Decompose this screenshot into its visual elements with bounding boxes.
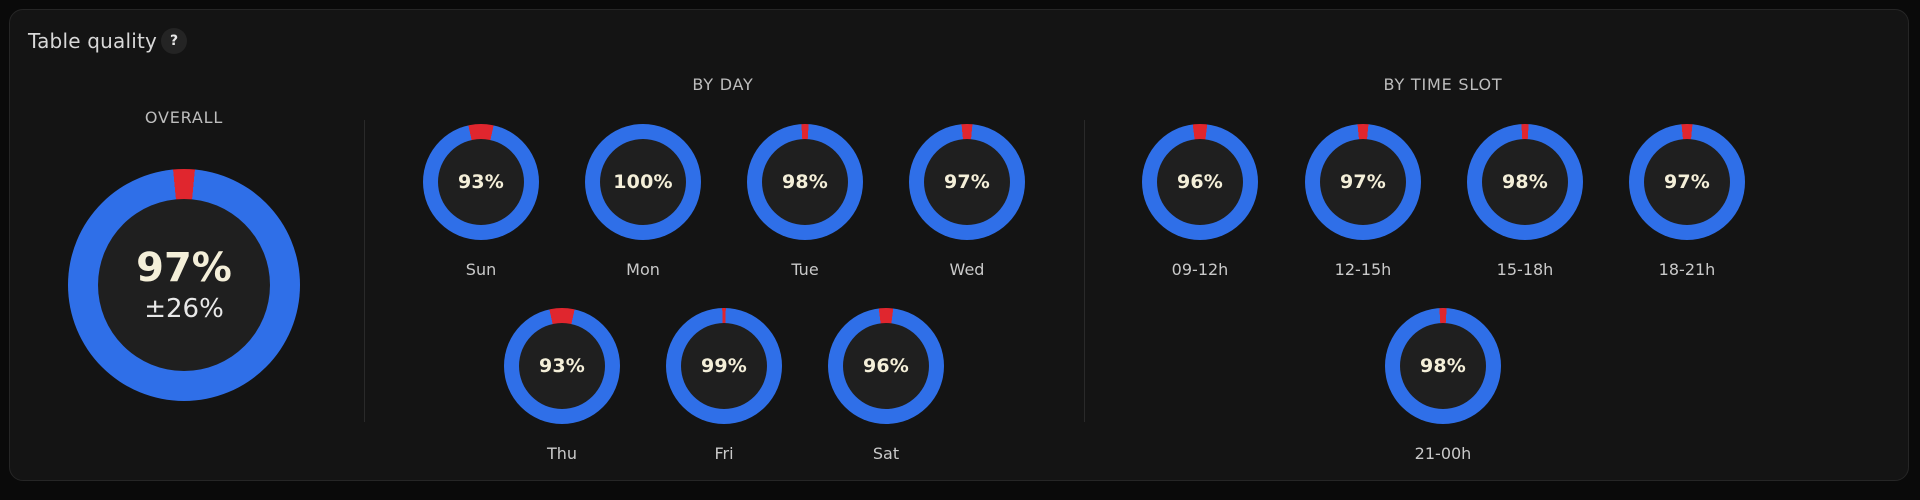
- slot-4-label: 18-21h: [1658, 260, 1716, 279]
- slot-5-donut-center: 98%: [1400, 323, 1486, 409]
- day-tue-donut: 98%: [747, 124, 863, 240]
- help-icon[interactable]: ?: [161, 28, 187, 54]
- day-sat-percent: 96%: [862, 355, 910, 377]
- slot-1-label: 09-12h: [1171, 260, 1229, 279]
- slot-1-percent: 96%: [1176, 171, 1224, 193]
- day-fri-label: Fri: [714, 444, 734, 463]
- overall-percent: 97%: [136, 245, 232, 291]
- day-mon-donut-center: 100%: [600, 139, 686, 225]
- overall-donut-center: 97% ±26%: [98, 199, 270, 371]
- slot-3-label: 15-18h: [1496, 260, 1554, 279]
- day-sat-label: Sat: [872, 444, 900, 463]
- table-quality-card: Table quality ?: [9, 9, 1909, 481]
- slot-3-percent: 98%: [1501, 171, 1549, 193]
- slot-4-donut: 97%: [1629, 124, 1745, 240]
- day-thu-donut: 93%: [504, 308, 620, 424]
- slot-2-label: 12-15h: [1334, 260, 1392, 279]
- day-thu-percent: 93%: [538, 355, 586, 377]
- day-tue-percent: 98%: [781, 171, 829, 193]
- day-fri-donut-center: 99%: [681, 323, 767, 409]
- day-mon-donut: 100%: [585, 124, 701, 240]
- slot-1-donut: 96%: [1142, 124, 1258, 240]
- slot-5-percent: 98%: [1419, 355, 1467, 377]
- day-sun-donut-center: 93%: [438, 139, 524, 225]
- section-divider-right: [1084, 120, 1085, 422]
- day-thu-label: Thu: [546, 444, 578, 463]
- slot-5-label: 21-00h: [1414, 444, 1472, 463]
- day-mon-percent: 100%: [613, 171, 673, 193]
- day-wed-donut: 97%: [909, 124, 1025, 240]
- by-time-slot-heading: BY TIME SLOT: [1383, 75, 1503, 94]
- day-wed-percent: 97%: [943, 171, 991, 193]
- day-tue-donut-center: 98%: [762, 139, 848, 225]
- overall-heading: OVERALL: [144, 108, 224, 127]
- day-sat-donut-center: 96%: [843, 323, 929, 409]
- day-fri-donut: 99%: [666, 308, 782, 424]
- slot-3-donut: 98%: [1467, 124, 1583, 240]
- slot-2-percent: 97%: [1339, 171, 1387, 193]
- slot-2-donut-center: 97%: [1320, 139, 1406, 225]
- day-sun-label: Sun: [465, 260, 497, 279]
- section-divider-left: [364, 120, 365, 422]
- day-fri-percent: 99%: [700, 355, 748, 377]
- overall-deviation: ±26%: [144, 294, 224, 324]
- day-sat-donut: 96%: [828, 308, 944, 424]
- day-tue-label: Tue: [791, 260, 819, 279]
- slot-2-donut: 97%: [1305, 124, 1421, 240]
- card-title: Table quality: [28, 29, 158, 53]
- day-sun-donut: 93%: [423, 124, 539, 240]
- day-thu-donut-center: 93%: [519, 323, 605, 409]
- slot-1-donut-center: 96%: [1157, 139, 1243, 225]
- by-day-heading: BY DAY: [692, 75, 754, 94]
- slot-3-donut-center: 98%: [1482, 139, 1568, 225]
- slot-4-donut-center: 97%: [1644, 139, 1730, 225]
- day-sun-percent: 93%: [457, 171, 505, 193]
- day-wed-label: Wed: [949, 260, 985, 279]
- slot-5-donut: 98%: [1385, 308, 1501, 424]
- day-wed-donut-center: 97%: [924, 139, 1010, 225]
- day-mon-label: Mon: [626, 260, 660, 279]
- slot-4-percent: 97%: [1663, 171, 1711, 193]
- overall-donut: 97% ±26%: [68, 169, 300, 401]
